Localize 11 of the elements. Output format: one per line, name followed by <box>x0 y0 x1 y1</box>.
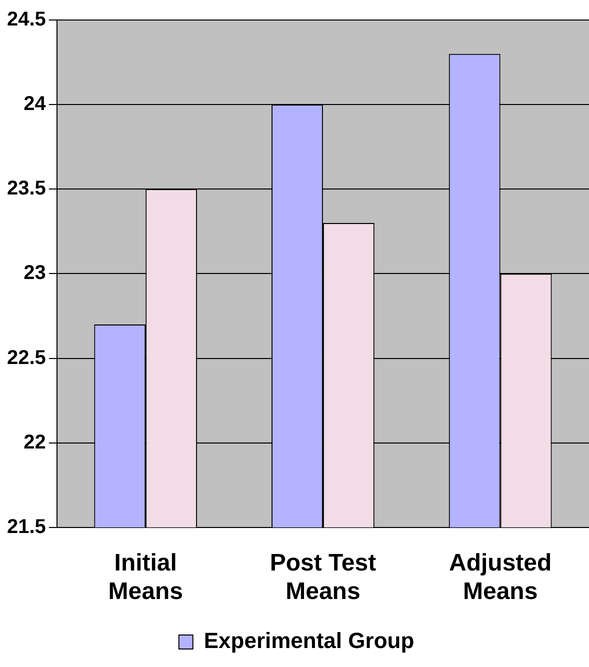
x-tick-label: Post Test Means <box>270 549 376 606</box>
x-tick-label: Adjusted Means <box>448 549 552 606</box>
y-tick-label: 23.5 <box>6 178 46 200</box>
y-tick-label: 22.5 <box>6 346 46 369</box>
y-tick-label: 23 <box>24 262 46 284</box>
x-tick-label: Initial Means <box>108 549 183 606</box>
y-tick-label: 22 <box>24 431 46 454</box>
y-tick-label: 24.5 <box>6 8 46 31</box>
legend-label: Experimental Group <box>204 628 414 654</box>
y-tick-label: 24 <box>24 93 47 116</box>
y-tick-label: 21.5 <box>6 516 46 538</box>
